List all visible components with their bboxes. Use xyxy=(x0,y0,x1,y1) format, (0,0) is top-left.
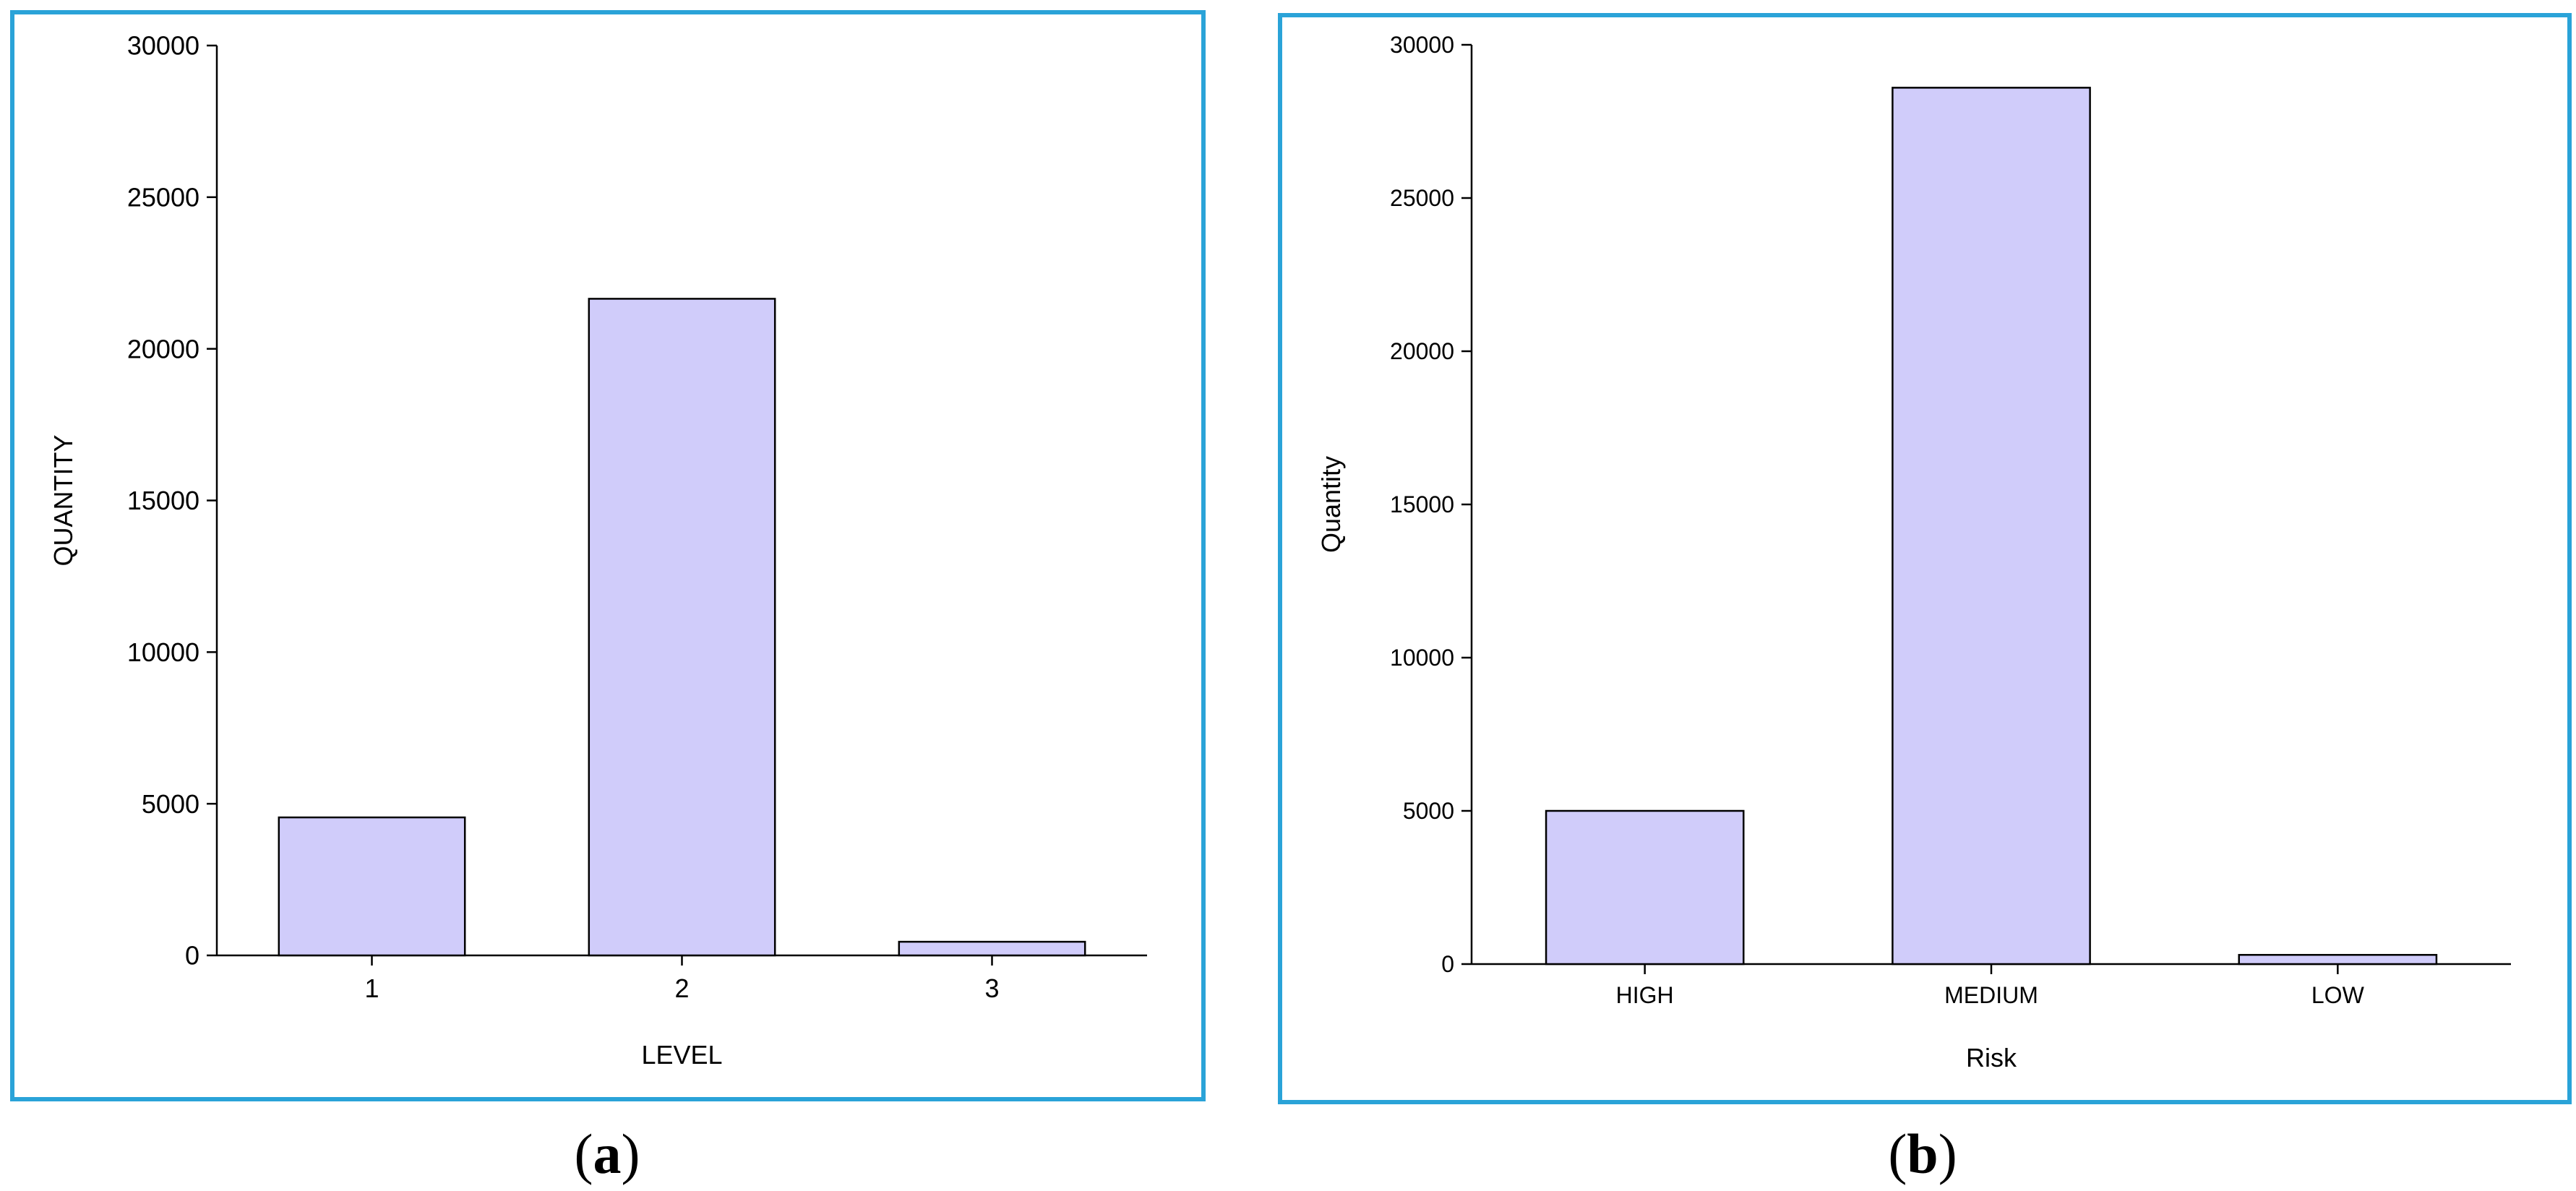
y-axis-label-b: Quantity xyxy=(1316,456,1346,553)
y-tick-label-b-4: 20000 xyxy=(1390,338,1454,364)
y-tick-label-a-2: 10000 xyxy=(127,637,199,667)
bar-b-0 xyxy=(1545,809,1745,966)
x-tick-label-b-2: LOW xyxy=(2311,982,2365,1008)
bar-a-1 xyxy=(588,298,776,957)
caption-b: (b) xyxy=(1888,1122,1957,1185)
x-tick-label-a-2: 3 xyxy=(984,973,999,1003)
caption-b-letter: b xyxy=(1907,1122,1939,1185)
x-tick-label-b-0: HIGH xyxy=(1616,982,1674,1008)
bar-b-1 xyxy=(1892,87,2091,966)
caption-a: (a) xyxy=(574,1122,640,1185)
y-axis-label-a: QUANTITY xyxy=(48,434,78,566)
chart-panel-b: 0 5000 10000 15000 20000 25000 30000 HIGH MEDIUM… xyxy=(1278,13,2572,1104)
y-tick-label-b-0: 0 xyxy=(1441,951,1454,977)
y-tick-label-a-0: 0 xyxy=(185,941,199,971)
x-tick-label-b-1: MEDIUM xyxy=(1944,982,2038,1008)
y-tick-label-a-5: 25000 xyxy=(127,182,199,212)
bar-a-2 xyxy=(898,940,1086,957)
bar-a-0 xyxy=(278,816,466,957)
y-tick-label-a-4: 20000 xyxy=(127,334,199,364)
bar-chart-b: 0 5000 10000 15000 20000 25000 30000 HIGH MEDIUM… xyxy=(1316,32,2511,1072)
x-axis-label-b: Risk xyxy=(1966,1043,2017,1072)
y-tick-label-b-6: 30000 xyxy=(1390,32,1454,58)
y-tick-label-a-3: 15000 xyxy=(127,486,199,515)
x-axis-label-a: LEVEL xyxy=(641,1040,722,1070)
x-tick-label-a-1: 2 xyxy=(674,973,689,1003)
bar-chart-a: 0 5000 10000 15000 20000 25000 30000 1 2 3 LEVEL QU… xyxy=(48,31,1147,1070)
chart-panel-a: 0 5000 10000 15000 20000 25000 30000 1 2 3 LEVEL QU… xyxy=(10,10,1206,1101)
y-tick-label-b-1: 5000 xyxy=(1403,798,1454,824)
x-tick-label-a-0: 1 xyxy=(364,973,379,1003)
caption-a-letter: a xyxy=(593,1122,622,1185)
y-tick-label-b-3: 15000 xyxy=(1390,491,1454,517)
y-tick-label-a-6: 30000 xyxy=(127,31,199,61)
y-tick-label-a-1: 5000 xyxy=(142,789,199,819)
bar-b-2 xyxy=(2238,954,2438,966)
y-tick-label-b-5: 25000 xyxy=(1390,185,1454,211)
y-tick-label-b-2: 10000 xyxy=(1390,645,1454,671)
